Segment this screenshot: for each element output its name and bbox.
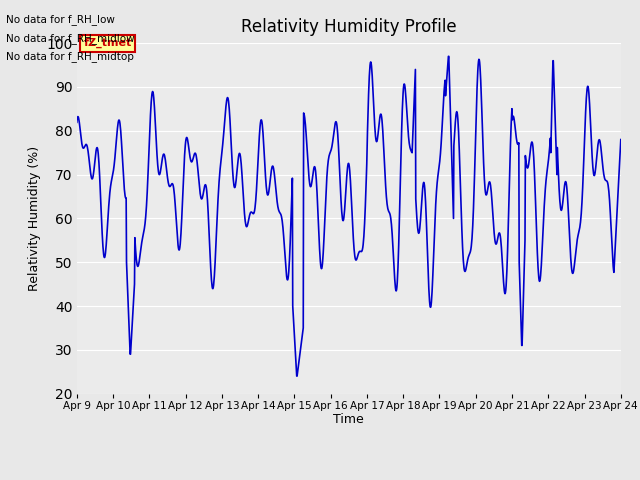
Text: fZ_tmet: fZ_tmet: [84, 38, 132, 48]
Y-axis label: Relativity Humidity (%): Relativity Humidity (%): [28, 146, 41, 291]
Text: No data for f_RH_low: No data for f_RH_low: [6, 14, 115, 25]
Title: Relativity Humidity Profile: Relativity Humidity Profile: [241, 18, 456, 36]
Text: No data for f_RH_midlow: No data for f_RH_midlow: [6, 33, 135, 44]
X-axis label: Time: Time: [333, 413, 364, 426]
Text: No data for f_RH_midtop: No data for f_RH_midtop: [6, 51, 134, 62]
Legend: 22m: 22m: [308, 478, 389, 480]
